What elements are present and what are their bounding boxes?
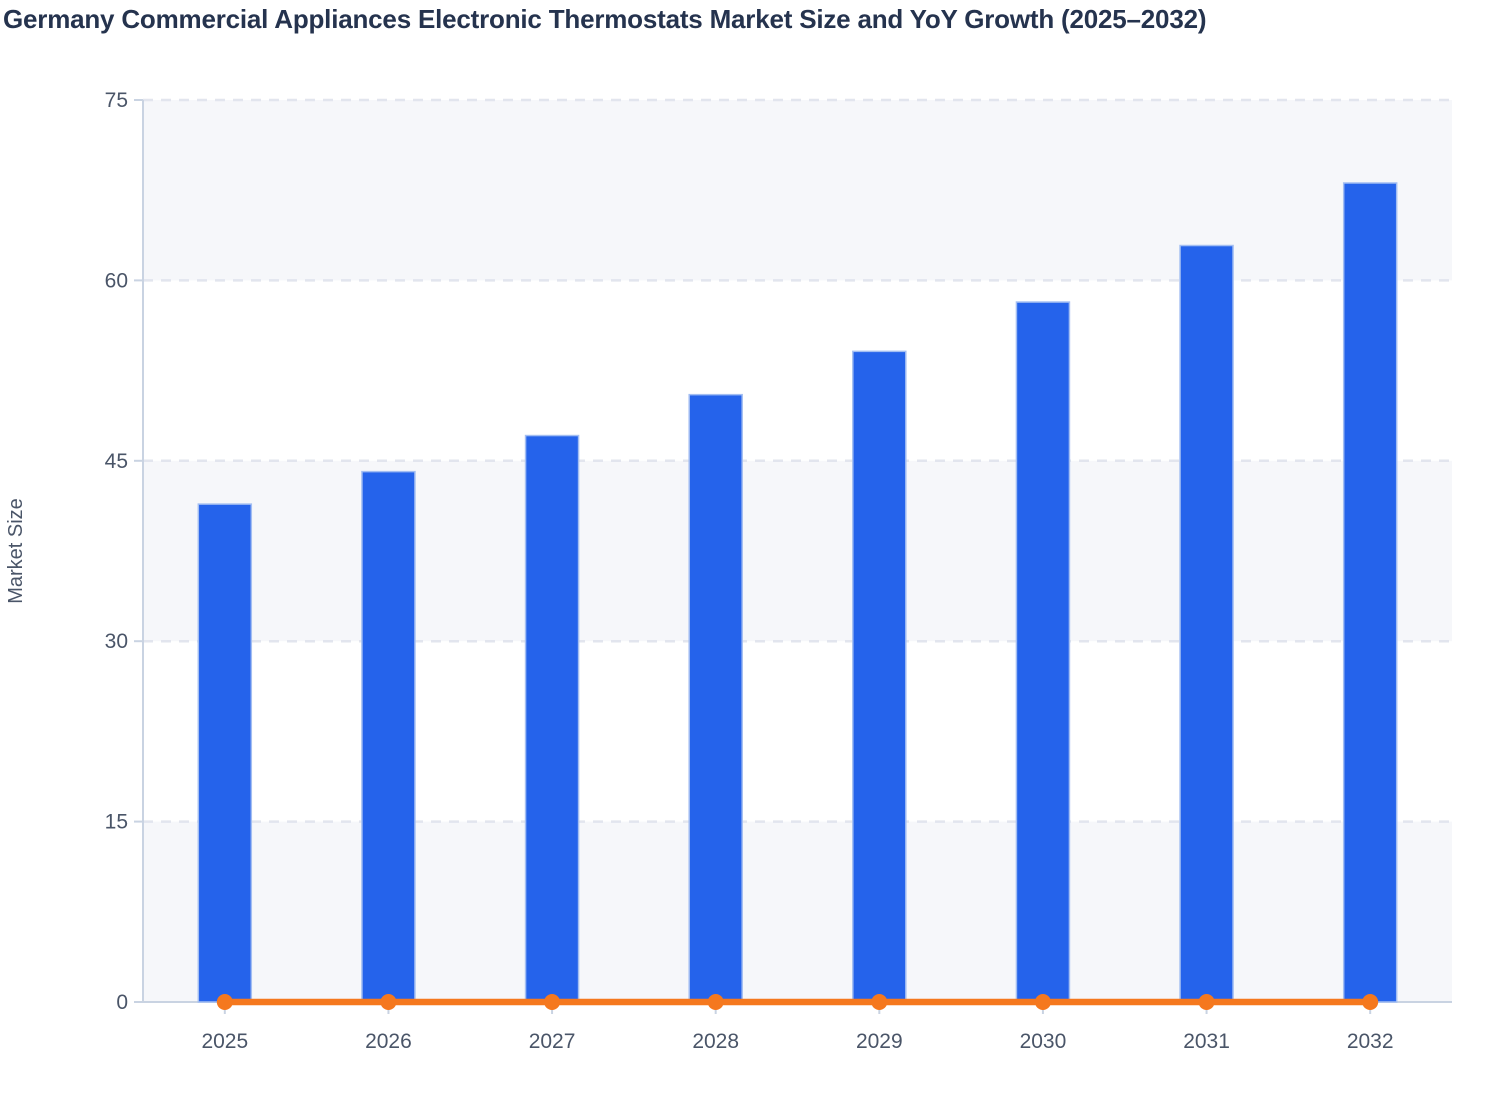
bar-2029: [852, 350, 907, 1003]
yoy-marker-2028: [707, 994, 724, 1010]
plot-band: [143, 100, 1452, 281]
yoy-marker-2031: [1198, 994, 1215, 1010]
x-tick-label: 2031: [1183, 1030, 1230, 1053]
x-tick-label: 2027: [529, 1030, 576, 1053]
x-tick-label: 2032: [1347, 1030, 1394, 1053]
yoy-marker-2026: [380, 994, 397, 1010]
yoy-marker-2030: [1034, 994, 1051, 1010]
bar-2032: [1342, 182, 1398, 1003]
y-tick-label: 45: [105, 450, 128, 473]
bar-2026: [361, 470, 416, 1003]
chart-title: Germany Commercial Appliances Electronic…: [3, 4, 1207, 34]
y-tick-label: 0: [116, 991, 128, 1014]
x-tick-label: 2030: [1020, 1030, 1067, 1053]
yoy-marker-2029: [871, 994, 888, 1010]
x-tick-label: 2029: [856, 1030, 903, 1053]
yoy-marker-2025: [216, 994, 233, 1010]
y-tick-label: 30: [105, 630, 128, 653]
y-tick-label: 15: [105, 811, 128, 834]
plot-band: [143, 821, 1452, 1002]
yoy-marker-2027: [544, 994, 561, 1010]
bar-2031: [1179, 244, 1234, 1003]
x-tick-label: 2025: [201, 1030, 248, 1053]
yoy-marker-2032: [1362, 994, 1379, 1010]
plot-band: [143, 460, 1452, 642]
bar-2030: [1015, 301, 1071, 1003]
x-tick-label: 2028: [692, 1030, 739, 1053]
y-tick-label: 60: [105, 269, 128, 292]
bar-2027: [524, 434, 580, 1003]
y-axis-title: Market Size: [5, 498, 27, 604]
y-tick-label: 75: [105, 89, 128, 112]
bar-2028: [688, 393, 743, 1003]
bar-2025: [197, 503, 253, 1003]
x-tick-label: 2026: [365, 1030, 412, 1053]
